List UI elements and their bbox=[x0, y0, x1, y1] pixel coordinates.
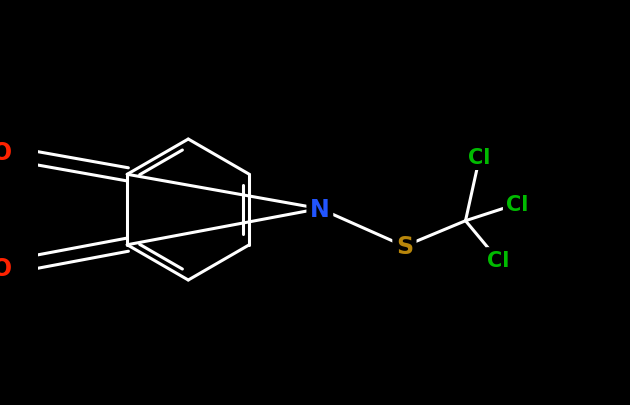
Text: Cl: Cl bbox=[506, 194, 529, 214]
Text: S: S bbox=[396, 234, 413, 258]
Text: O: O bbox=[0, 257, 12, 281]
Text: O: O bbox=[0, 141, 12, 164]
Text: N: N bbox=[310, 197, 329, 221]
Text: Cl: Cl bbox=[487, 251, 510, 271]
Text: Cl: Cl bbox=[469, 147, 491, 168]
